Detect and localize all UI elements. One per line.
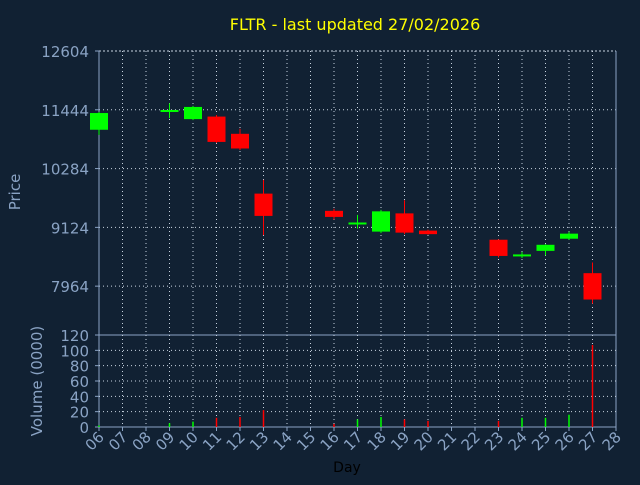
candle-body <box>372 211 390 232</box>
price-tick-label: 10284 <box>41 161 89 179</box>
candle-body <box>536 244 555 251</box>
candle-body <box>513 254 531 257</box>
candle-body <box>184 106 202 120</box>
price-axis-label: Price <box>6 174 24 211</box>
chart-title: FLTR - last updated 27/02/2026 <box>230 15 481 34</box>
volume-tick-label: 60 <box>70 373 89 391</box>
candle-body <box>90 113 108 130</box>
candle-body <box>325 210 343 217</box>
volume-tick-label: 0 <box>79 419 89 437</box>
volume-tick-label: 120 <box>60 327 89 345</box>
candle-body <box>583 273 602 300</box>
volume-tick-label: 80 <box>70 358 89 376</box>
x-tick-labels: 0607080910111213141516171819202122232425… <box>82 427 625 454</box>
price-tick-label: 7964 <box>51 278 89 296</box>
candle-body <box>160 109 179 112</box>
candle-body <box>207 116 226 142</box>
day-axis-label: Day <box>333 460 361 476</box>
volume-tick-label: 40 <box>70 388 89 406</box>
volume-axis-label: Volume (0000) <box>28 326 46 436</box>
candle-body <box>489 239 508 256</box>
volume-tick-label: 100 <box>60 342 89 360</box>
candle-body <box>395 213 414 233</box>
price-tick-label: 11444 <box>41 102 89 120</box>
candle-body <box>348 222 367 225</box>
price-tick-label: 12604 <box>41 43 89 61</box>
candle-body <box>560 233 578 239</box>
candle-body <box>419 230 437 235</box>
candle-body <box>231 133 249 149</box>
price-tick-label: 9124 <box>51 219 89 237</box>
candle-body <box>254 193 273 216</box>
volume-tick-label: 20 <box>70 404 89 422</box>
